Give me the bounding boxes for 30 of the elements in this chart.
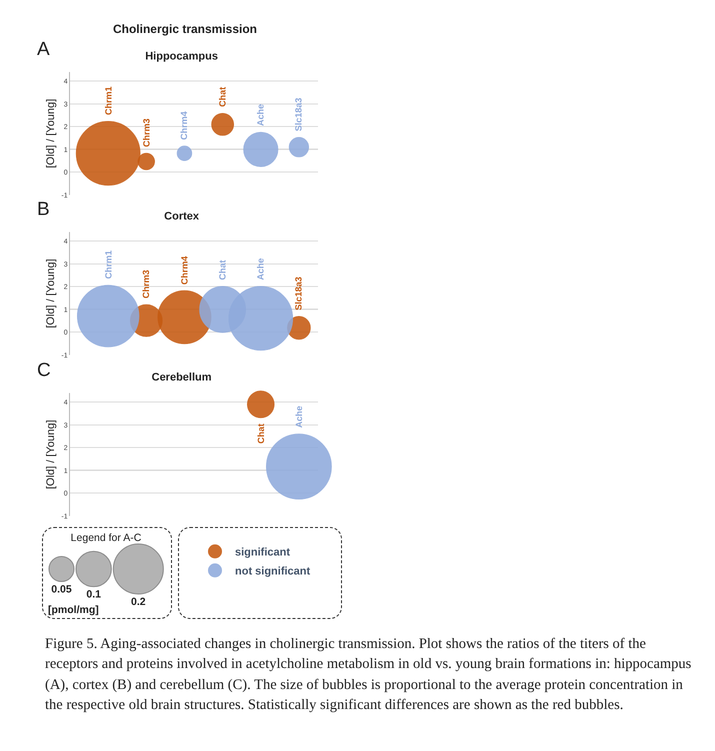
legend-label: significant xyxy=(235,546,290,559)
legend-label: 0.1 xyxy=(86,588,102,601)
category-label: Slc18a3 xyxy=(294,98,304,132)
text: C xyxy=(37,360,51,381)
size-key: Legend for A-C 0.05 0.1 0.2 [pmol/mg] xyxy=(45,529,167,617)
category-label: Chrm3 xyxy=(141,270,152,298)
category-label: Ache xyxy=(255,258,266,280)
category-label: Chrm1 xyxy=(103,86,114,115)
chart-title: Cerebellum xyxy=(152,372,212,384)
category-label: Chrm4 xyxy=(179,256,190,285)
category-label: Chat xyxy=(217,260,228,280)
category-label: Chrm4 xyxy=(179,111,190,140)
category-label: Chrm1 xyxy=(103,250,114,279)
category-label: Slc18a3 xyxy=(294,276,304,310)
legend-label: 0.05 xyxy=(51,584,72,596)
chart-title: Hippocampus xyxy=(145,50,218,63)
category-label: Ache xyxy=(256,104,266,126)
category-label: Chrm3 xyxy=(142,118,152,147)
text: B xyxy=(37,199,50,220)
chart-title: Cortex xyxy=(164,210,200,223)
caption: Figure 5. Aging-associated changes in cholinergic transmission. Plot shows the ratios of the titers of the receptors and proteins involved in acetylcholine metabolism in old vs. young brain formations in: hippocampus (A), cortex (B) and cerebellum (C). The size of bubbles is proportional to the average protein concentration in the respective old brain structures. Statistically significant differences are shown as the red bubbles. xyxy=(45,635,692,715)
legend-label: 0.2 xyxy=(131,596,146,608)
text: Cholinergic transmission xyxy=(112,22,258,36)
y-axis-title: [Old] / [Young] xyxy=(45,258,58,328)
category-label: Chat xyxy=(217,86,228,107)
legend-title: Legend for A-C xyxy=(70,532,142,544)
text: A xyxy=(37,39,50,60)
legend-label: not significant xyxy=(235,566,310,578)
y-axis-title: [Old] / [Young] xyxy=(45,420,58,490)
y-axis-title: [Old] / [Young] xyxy=(45,98,58,168)
